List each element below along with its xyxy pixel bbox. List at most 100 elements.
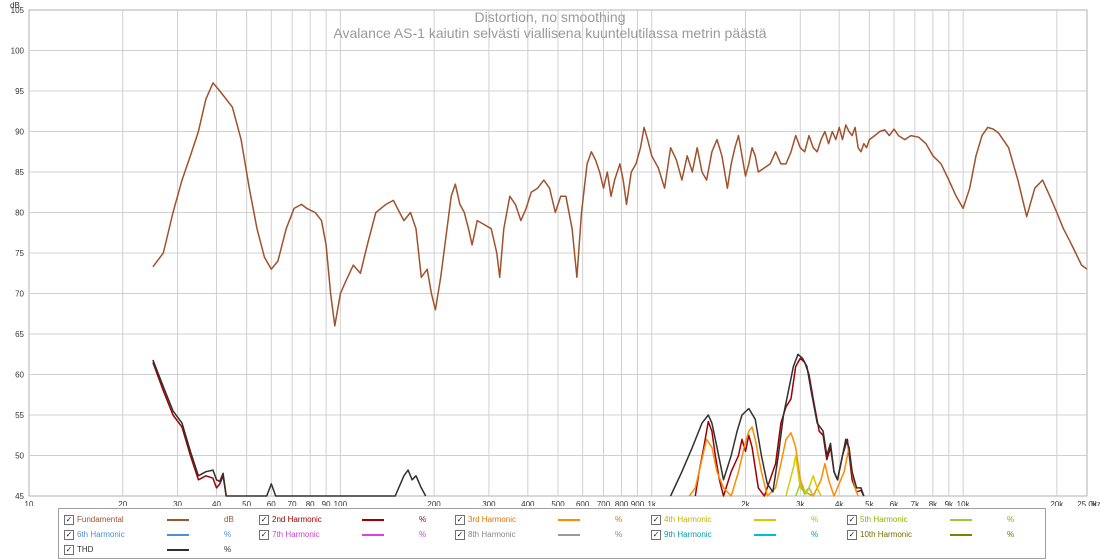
legend-swatch: [167, 534, 189, 536]
x-tick-label: 6k: [890, 500, 899, 506]
legend-unit: %: [811, 515, 819, 524]
legend-checkbox[interactable]: ✓: [64, 530, 74, 540]
x-tick-label: 50: [242, 500, 251, 506]
x-tick-label: 40: [212, 500, 221, 506]
y-tick-labels: 45 50 55 60 65 70 75 80 85 90 95 100 105: [11, 6, 25, 501]
series-line-thd: [669, 353, 865, 497]
x-tick-label: 4k: [835, 500, 844, 506]
y-tick-label: 75: [15, 249, 24, 258]
legend-item-9th-harmonic[interactable]: ✓ 9th Harmonic%: [651, 528, 841, 542]
x-tick-label: 90: [322, 500, 331, 506]
x-tick-label: 800: [615, 500, 629, 506]
legend-label: 5th Harmonic: [860, 515, 908, 524]
x-tick-label: 80: [306, 500, 315, 506]
series-layer: [152, 82, 1088, 497]
y-tick-label: 95: [15, 87, 24, 96]
legend-unit: %: [419, 530, 427, 539]
legend-label: 2nd Harmonic: [272, 515, 322, 524]
legend-item-fundamental[interactable]: ✓ Fundamental dB: [64, 513, 254, 527]
x-tick-label: 70: [288, 500, 297, 506]
legend-item-thd[interactable]: ✓ THD%: [64, 543, 254, 557]
legend-swatch: [950, 519, 972, 521]
legend-swatch: [558, 534, 580, 536]
legend-checkbox[interactable]: ✓: [847, 515, 857, 525]
x-tick-label: 60: [267, 500, 276, 506]
legend-label: 9th Harmonic: [664, 530, 712, 539]
legend-checkbox[interactable]: ✓: [259, 530, 269, 540]
legend-label: 3rd Harmonic: [468, 515, 517, 524]
legend-unit: %: [1007, 515, 1015, 524]
distortion-chart: 10 20 30 40 50 60 70 80 90 100 200 300 400 500 600 700 8…: [10, 1, 1100, 506]
legend-label: Fundamental: [77, 515, 124, 524]
legend-item-10th-harmonic[interactable]: ✓ 10th Harmonic%: [847, 528, 1037, 542]
legend-unit: %: [811, 530, 819, 539]
legend-unit: %: [224, 530, 232, 539]
legend-item-3rd-harmonic[interactable]: ✓ 3rd Harmonic%: [455, 513, 645, 527]
x-tick-label: 1k: [648, 500, 657, 506]
x-tick-label: 900: [631, 500, 645, 506]
legend-label: 8th Harmonic: [468, 530, 516, 539]
x-tick-label: 2k: [741, 500, 750, 506]
legend-swatch: [362, 519, 384, 521]
legend-swatch: [362, 534, 384, 536]
x-tick-label: 20k: [1050, 500, 1064, 506]
legend-checkbox[interactable]: ✓: [847, 530, 857, 540]
series-line-fundamental: [152, 82, 1088, 327]
legend-item-6th-harmonic[interactable]: ✓ 6th Harmonic%: [64, 528, 254, 542]
legend-label: 6th Harmonic: [77, 530, 125, 539]
y-tick-label: 70: [15, 290, 24, 299]
legend-label: 7th Harmonic: [272, 530, 320, 539]
y-tick-label: 60: [15, 371, 24, 380]
series-line-5th-harmonic: [794, 483, 814, 497]
legend-checkbox[interactable]: ✓: [455, 530, 465, 540]
y-tick-label: 85: [15, 168, 24, 177]
x-tick-label: 10k: [957, 500, 971, 506]
legend-unit: %: [224, 545, 232, 554]
y-tick-label: 90: [15, 128, 24, 137]
legend-item-8th-harmonic[interactable]: ✓ 8th Harmonic%: [455, 528, 645, 542]
legend-checkbox[interactable]: ✓: [651, 515, 661, 525]
legend-checkbox[interactable]: ✓: [64, 515, 74, 525]
grid-lines: [29, 10, 1087, 496]
y-tick-label: 55: [15, 411, 24, 420]
x-tick-label: 30: [173, 500, 182, 506]
x-tick-label: 300: [482, 500, 496, 506]
x-tick-label: 25,0k: [1077, 500, 1098, 506]
legend-item-7th-harmonic[interactable]: ✓ 7th Harmonic%: [259, 528, 449, 542]
legend-unit: %: [615, 515, 623, 524]
legend-unit: dB: [224, 515, 234, 524]
legend-checkbox[interactable]: ✓: [651, 530, 661, 540]
legend-checkbox[interactable]: ✓: [259, 515, 269, 525]
legend-item-4th-harmonic[interactable]: ✓ 4th Harmonic%: [651, 513, 841, 527]
x-tick-label: 7k: [911, 500, 920, 506]
x-tick-labels: 10 20 30 40 50 60 70 80 90 100 200 300 400 500 600 700 8…: [25, 500, 1098, 506]
legend-checkbox[interactable]: ✓: [455, 515, 465, 525]
x-tick-label: 5k: [865, 500, 874, 506]
legend-swatch: [167, 519, 189, 521]
y-tick-label: 100: [11, 47, 25, 56]
series-line-2nd-harmonic: [152, 362, 227, 497]
chart-title: Distortion, no smoothing: [475, 9, 626, 25]
legend-label: 10th Harmonic: [860, 530, 913, 539]
x-tick-label: 700: [597, 500, 611, 506]
x-tick-label: 10: [25, 500, 34, 506]
x-tick-label: 500: [551, 500, 565, 506]
y-tick-label: 105: [11, 6, 25, 15]
legend-swatch: [558, 519, 580, 521]
legend-item-2nd-harmonic[interactable]: ✓ 2nd Harmonic%: [259, 513, 449, 527]
legend-unit: %: [1007, 530, 1015, 539]
series-line-3rd-harmonic: [688, 426, 859, 497]
legend-swatch: [754, 534, 776, 536]
legend-checkbox[interactable]: ✓: [64, 545, 74, 555]
legend-label: THD: [77, 545, 94, 554]
x-tick-label: 8k: [929, 500, 938, 506]
legend-item-5th-harmonic[interactable]: ✓ 5th Harmonic%: [847, 513, 1037, 527]
chart-subtitle: Avalance AS-1 kaiutin selvästi viallisen…: [333, 25, 766, 41]
legend-swatch: [167, 549, 189, 551]
y-unit-label: dB: [10, 1, 20, 10]
y-tick-label: 65: [15, 330, 24, 339]
legend-swatch: [754, 519, 776, 521]
x-tick-label: 9k: [945, 500, 954, 506]
y-tick-label: 45: [15, 492, 24, 501]
x-tick-label: 400: [521, 500, 535, 506]
